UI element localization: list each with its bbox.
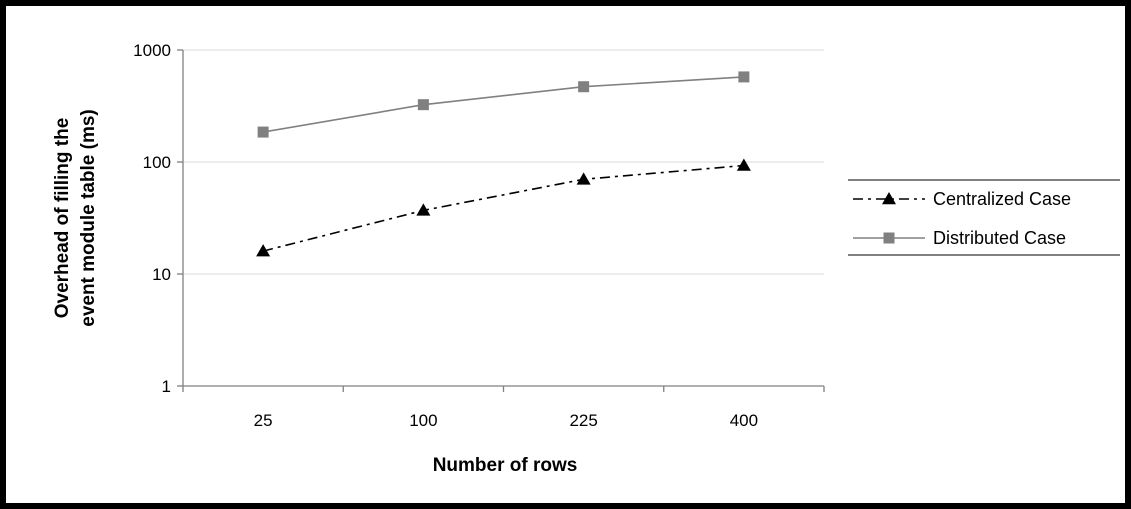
series-layer: [256, 71, 751, 257]
centralized-case-point: [256, 244, 271, 257]
centralized-case-point: [736, 158, 751, 171]
y-tick-labels: 1 10 100 1000: [133, 41, 171, 396]
distributed-case-point: [257, 126, 269, 138]
distributed-case-point: [578, 81, 590, 93]
legend-centralized-case-label: Centralized Case: [933, 189, 1071, 209]
y-tick-label: 1000: [133, 41, 171, 60]
x-tick-label: 100: [409, 411, 437, 430]
y-tick-label: 10: [152, 265, 171, 284]
x-tick-label: 400: [730, 411, 758, 430]
legend-centralized-case-marker: [882, 192, 896, 205]
x-axis-title: Number of rows: [433, 455, 578, 476]
y-axis-title-line-2: event module table (ms): [78, 109, 99, 327]
distributed-case-point: [417, 99, 429, 111]
centralized-case-point: [576, 172, 591, 185]
x-tick-label: 25: [254, 411, 273, 430]
y-axis-title-line-1: Overhead of filling the: [52, 118, 73, 319]
gridlines: [177, 49, 825, 392]
distributed-case-point: [738, 71, 750, 83]
x-tick-label: 225: [569, 411, 597, 430]
centralized-case-point: [416, 203, 431, 216]
legend-distributed-case-marker: [883, 232, 895, 244]
y-tick-label: 100: [143, 153, 171, 172]
x-tick-labels: 25 100 225 400: [254, 411, 758, 430]
y-tick-label: 1: [162, 377, 171, 396]
legend-distributed-case-label: Distributed Case: [933, 228, 1066, 248]
legend: Centralized Case Distributed Case: [848, 179, 1120, 256]
axes: [182, 50, 824, 387]
distributed-case-line: [262, 76, 744, 133]
centralized-case-line: [262, 164, 744, 252]
